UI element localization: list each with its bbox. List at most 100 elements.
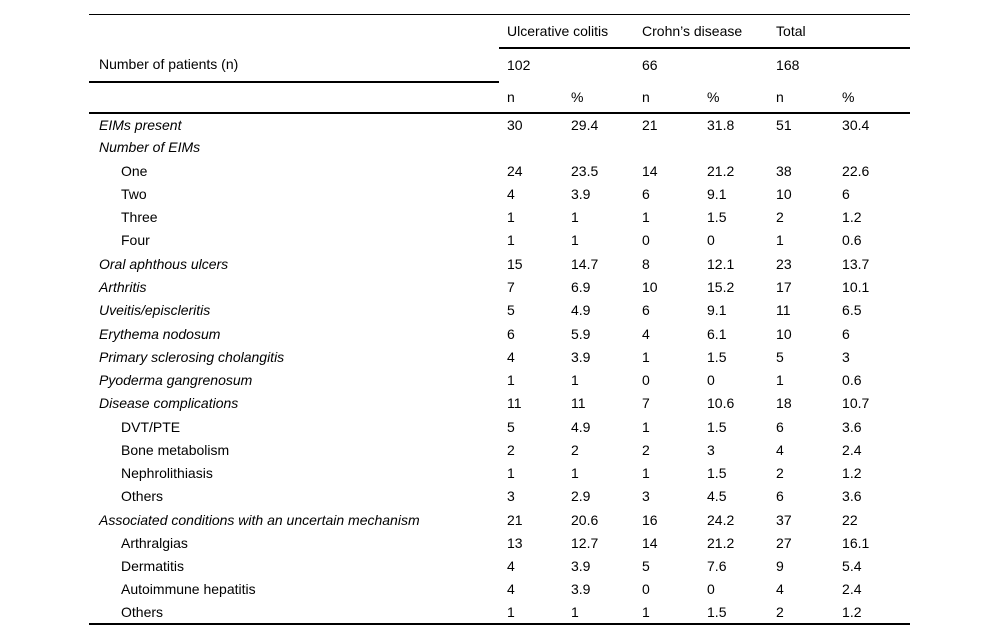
- cell-value: 5: [507, 302, 515, 319]
- cell-value: [499, 136, 563, 159]
- cell-value: 6: [776, 488, 784, 505]
- row-label: Oral aphthous ulcers: [99, 255, 229, 272]
- table-row: Four 1 1 0 0 1 0.6: [89, 229, 910, 252]
- cell-value: 4: [507, 185, 515, 202]
- cell-value: 1: [507, 232, 515, 249]
- cell-value: 4: [776, 441, 784, 458]
- cell-value: 6: [642, 302, 650, 319]
- cell-value: 0.6: [842, 372, 862, 389]
- row-label: Bone metabolism: [121, 441, 230, 458]
- table-row: Dermatitis 4 3.9 5 7.6 9 5.4: [89, 555, 910, 578]
- col-group-total: Total: [768, 14, 911, 49]
- cell-value: 1: [507, 372, 515, 389]
- cell-value: 6: [776, 418, 784, 435]
- row-label: Others: [121, 604, 164, 621]
- cell-value: 2.4: [842, 581, 862, 598]
- table-row: Others 1 1 1 1.5 2 1.2: [89, 601, 910, 624]
- table-row: Arthralgias 13 12.7 14 21.2 27 16.1: [89, 531, 910, 554]
- table-row: Autoimmune hepatitis 4 3.9 0 0 4 2.4: [89, 578, 910, 601]
- cell-value: 1.5: [707, 418, 727, 435]
- cell-value: 1.2: [842, 604, 862, 621]
- cell-value: 4: [507, 581, 515, 598]
- patients-count-row: Number of patients (n) 102 66 168: [89, 47, 910, 83]
- cell-value: [563, 136, 634, 159]
- subheader-empty-cell: [89, 81, 499, 114]
- cell-value: 0: [642, 232, 650, 249]
- cell-value: 4: [642, 325, 650, 342]
- subheader-cd-n: n: [634, 81, 700, 114]
- row-label: Associated conditions with an uncertain …: [99, 511, 420, 528]
- row-label: One: [121, 162, 148, 179]
- cell-value: 30.4: [842, 116, 870, 133]
- cell-value: 6: [507, 325, 515, 342]
- row-label: Autoimmune hepatitis: [121, 581, 256, 598]
- cell-value: 4.5: [707, 488, 727, 505]
- table-row: One 24 23.5 14 21.2 38 22.6: [89, 159, 910, 182]
- cell-value: 2: [571, 441, 579, 458]
- cell-value: 30: [507, 116, 523, 133]
- cell-value: 3: [507, 488, 515, 505]
- cell-value: 4: [507, 558, 515, 575]
- row-label: Number of EIMs: [99, 139, 201, 156]
- cell-value: 3.9: [571, 581, 591, 598]
- cell-value: 7.6: [707, 558, 727, 575]
- cell-value: 10.1: [842, 278, 870, 295]
- table-row: Uveitis/episcleritis 5 4.9 6 9.1 11 6.5: [89, 299, 910, 322]
- table-row: Three 1 1 1 1.5 2 1.2: [89, 206, 910, 229]
- cell-value: 2: [776, 209, 784, 226]
- cell-value: 2.9: [571, 488, 591, 505]
- cell-value: 4.9: [571, 302, 591, 319]
- cell-value: 24: [507, 162, 523, 179]
- cell-value: 1: [571, 372, 579, 389]
- cell-value: 6: [842, 185, 850, 202]
- cell-value: 4: [507, 348, 515, 365]
- cell-value: 6: [642, 185, 650, 202]
- cell-value: 9.1: [707, 302, 727, 319]
- cell-value: 11: [507, 395, 522, 412]
- cell-value: 9.1: [707, 185, 727, 202]
- cell-value: 22: [842, 511, 858, 528]
- corner-cell: [89, 15, 499, 48]
- cell-value: 1: [571, 209, 579, 226]
- cell-value: 0: [707, 232, 715, 249]
- row-label: Others: [121, 488, 164, 505]
- row-label: Two: [121, 185, 147, 202]
- row-label: Arthralgias: [121, 534, 188, 551]
- cell-value: 6.5: [842, 302, 862, 319]
- col-group-crohns-disease: Crohn’s disease: [634, 14, 769, 49]
- cell-value: 14: [642, 162, 658, 179]
- cell-value: 0: [707, 581, 715, 598]
- cell-value: 1: [507, 465, 515, 482]
- cell-value: 37: [776, 511, 792, 528]
- table-row: Disease complications 11 11 7 10.6 18 10.7: [89, 392, 910, 415]
- cell-value: 29.4: [571, 116, 599, 133]
- cell-value: 7: [642, 395, 650, 412]
- row-label: Disease complications: [99, 395, 239, 412]
- table-row: EIMs present 30 29.4 21 31.8 51 30.4: [89, 113, 910, 136]
- cell-value: 27: [776, 534, 792, 551]
- cell-value: 1.5: [707, 604, 727, 621]
- cell-value: 38: [776, 162, 792, 179]
- cell-value: 1: [571, 232, 579, 249]
- cell-value: 13: [507, 534, 523, 551]
- subheader-total-n: n: [768, 81, 835, 114]
- subheader-uc-pct: %: [563, 81, 635, 114]
- table-row: Bone metabolism 2 2 2 3 4 2.4: [89, 438, 910, 461]
- cell-value: 3: [642, 488, 650, 505]
- cell-value: 15.2: [707, 278, 735, 295]
- eims-table: Ulcerative colitis Crohn’s disease Total…: [89, 14, 911, 626]
- cell-value: [834, 136, 910, 159]
- cell-value: 20.6: [571, 511, 599, 528]
- cell-value: 10: [776, 185, 792, 202]
- cell-value: 3.9: [571, 558, 591, 575]
- cell-value: 0: [707, 372, 715, 389]
- cell-value: 22.6: [842, 162, 870, 179]
- cell-value: [768, 136, 834, 159]
- cell-value: 0: [642, 581, 650, 598]
- cell-value: [634, 136, 699, 159]
- row-label: Three: [121, 209, 158, 226]
- table-row: Arthritis 7 6.9 10 15.2 17 10.1: [89, 275, 910, 298]
- cell-value: 5: [642, 558, 650, 575]
- cell-value: 12.7: [571, 534, 599, 551]
- cell-value: 5.9: [571, 325, 591, 342]
